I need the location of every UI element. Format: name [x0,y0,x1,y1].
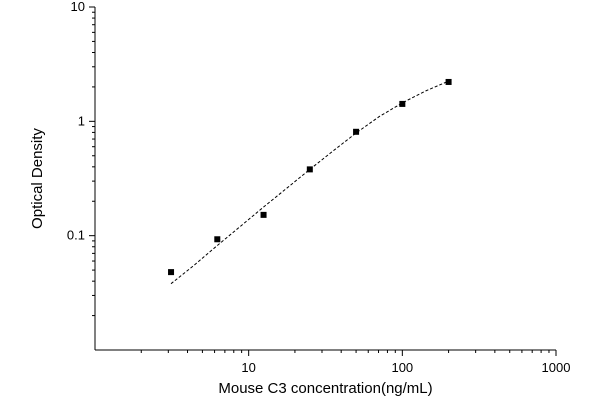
x-axis-ticks: 10 100 1000 [140,350,571,375]
y-tick-label: 1 [78,113,85,128]
y-axis-ticks: 0.1 1 10 [67,0,95,317]
data-points-layer [168,78,452,276]
y-axis-title: Optical Density [29,128,46,229]
x-tick-label: 1000 [542,360,571,375]
fitted-curve-layer [170,80,449,285]
y-tick-label: 10 [71,0,85,14]
data-point [353,128,360,135]
axes [94,7,556,351]
data-point [306,166,313,173]
data-point [399,100,406,107]
x-tick-label: 100 [391,360,413,375]
data-point [214,236,221,243]
data-point [445,78,452,85]
data-point [168,269,175,276]
x-tick-label: 10 [241,360,255,375]
y-tick-label: 0.1 [67,228,85,243]
data-point [260,211,267,218]
x-axis-title: Mouse C3 concentration(ng/mL) [218,380,432,397]
fitted-curve-line [170,80,449,285]
